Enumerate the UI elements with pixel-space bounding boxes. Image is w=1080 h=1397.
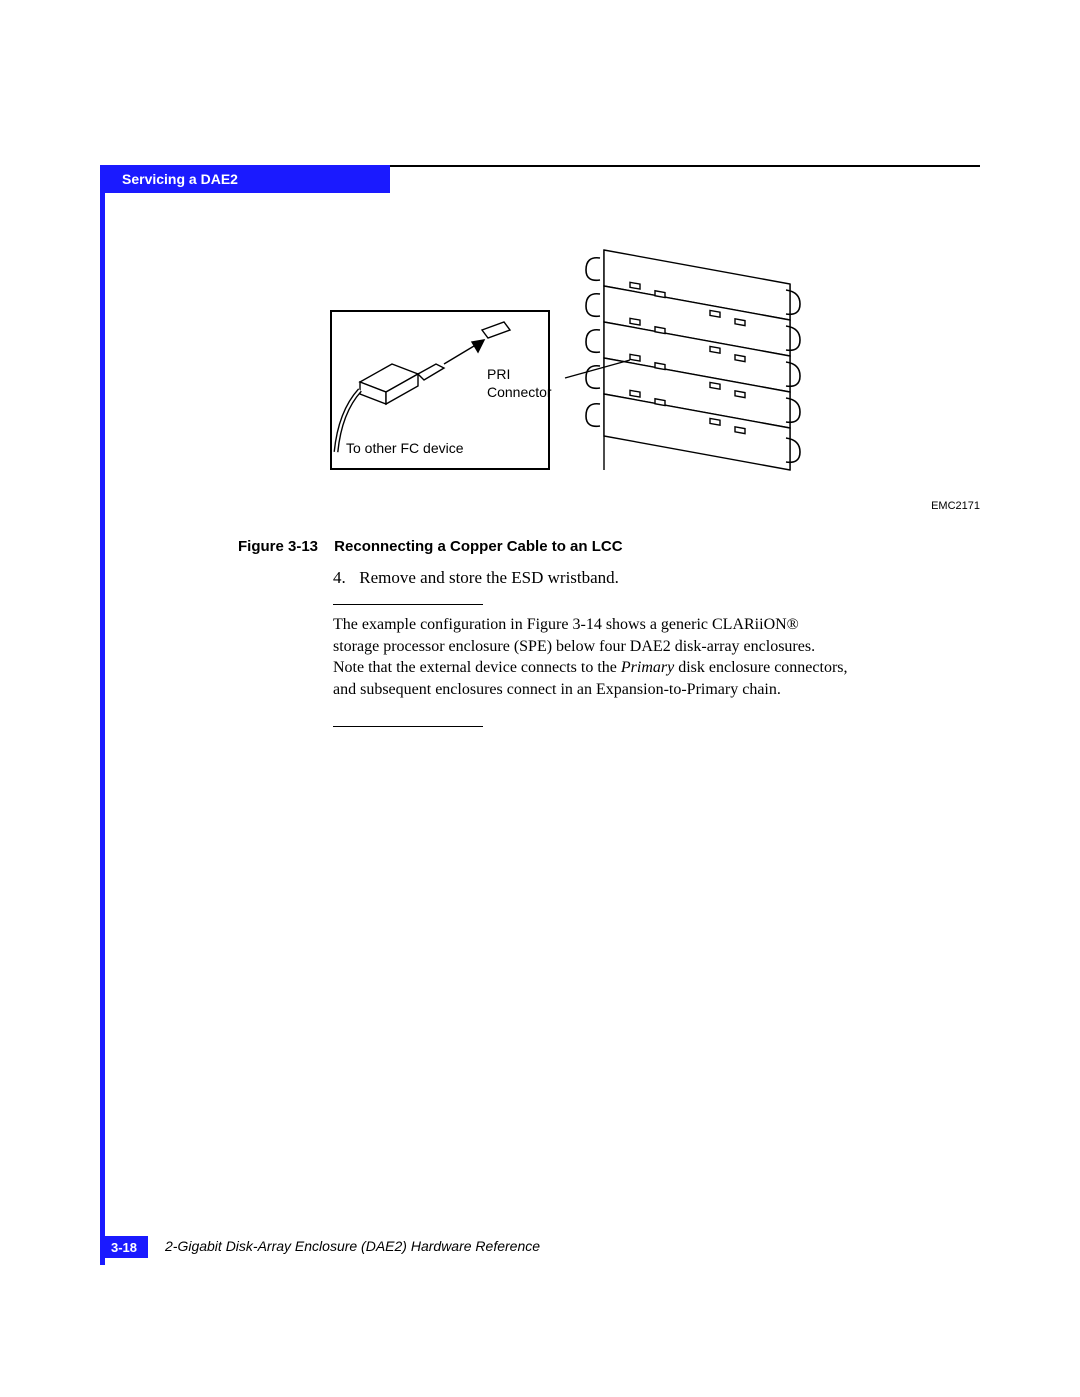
section-header-tab: Servicing a DAE2 — [100, 165, 390, 193]
note-text-italic: Primary — [621, 659, 674, 676]
figure-number: Figure 3-13 — [238, 538, 330, 555]
cable-inset-box: PRI Connector To other FC device — [330, 310, 550, 470]
step-text: Remove and store the ESD wristband. — [359, 568, 619, 587]
figure-caption: Figure 3-13 Reconnecting a Copper Cable … — [238, 538, 623, 555]
pri-label-line1: PRI — [487, 366, 552, 384]
note-rule-bottom — [333, 726, 483, 727]
note-paragraph: The example configuration in Figure 3-14… — [333, 614, 848, 700]
figure-caption-text: Reconnecting a Copper Cable to an LCC — [334, 538, 622, 555]
page-number: 3-18 — [111, 1240, 137, 1255]
left-vertical-rule — [100, 165, 105, 1265]
procedure-step: 4. Remove and store the ESD wristband. — [333, 568, 619, 588]
figure-illustration: PRI Connector To other FC device EMC2171 — [330, 245, 830, 525]
enclosure-drawing — [560, 240, 820, 500]
step-number: 4. — [333, 568, 355, 588]
footer-doc-title: 2-Gigabit Disk-Array Enclosure (DAE2) Ha… — [165, 1238, 540, 1254]
page-number-badge: 3-18 — [100, 1236, 148, 1258]
note-rule-top — [333, 604, 483, 605]
drawing-id: EMC2171 — [931, 500, 980, 512]
pri-connector-label: PRI Connector — [487, 366, 552, 401]
pri-label-line2: Connector — [487, 384, 552, 402]
cable-destination-label: To other FC device — [346, 440, 464, 456]
section-title: Servicing a DAE2 — [122, 171, 238, 187]
document-page: Servicing a DAE2 — [0, 0, 1080, 1397]
